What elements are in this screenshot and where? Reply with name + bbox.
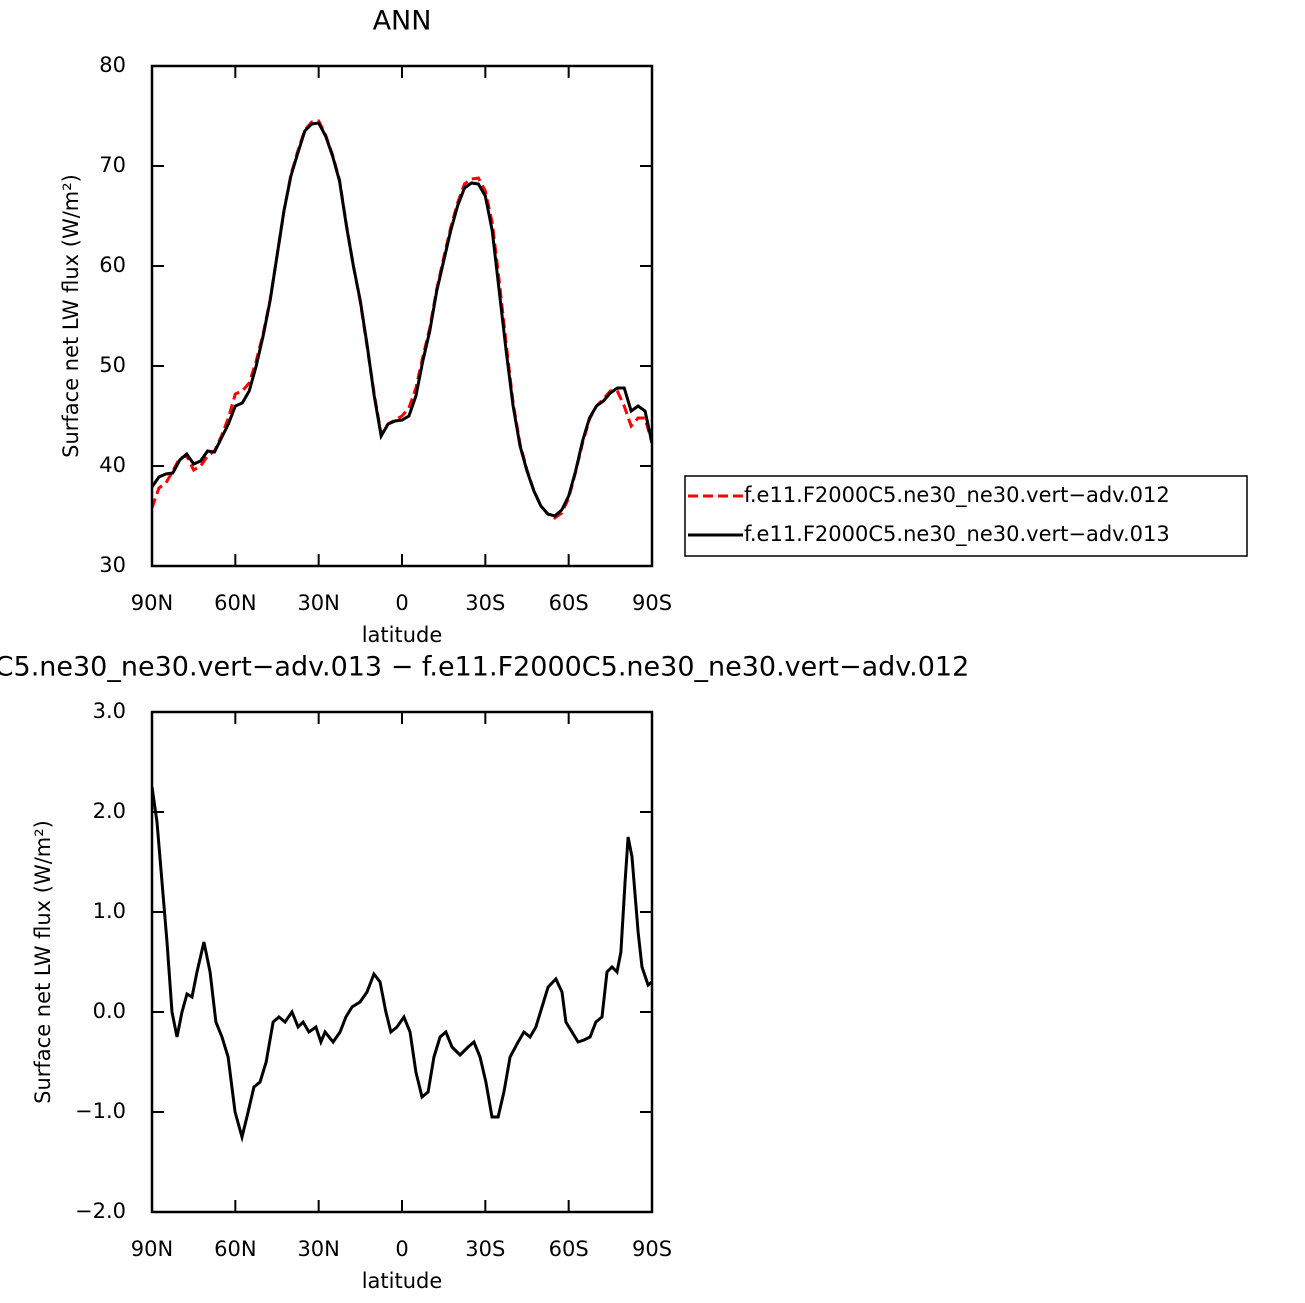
x-tick-label: 90N (131, 591, 173, 615)
y-tick-label: −2.0 (75, 1199, 126, 1223)
x-tick-label: 60S (549, 591, 589, 615)
x-tick-label: 30S (465, 591, 505, 615)
y-tick-label: 40 (99, 453, 126, 477)
x-tick-label: 30N (297, 1237, 339, 1261)
y-tick-label: 70 (99, 153, 126, 177)
chart-title: ANN (373, 6, 432, 37)
x-tick-label: 60N (214, 1237, 256, 1261)
legend-box (684, 475, 1248, 557)
x-axis-label: latitude (362, 1269, 443, 1293)
y-tick-label: 0.0 (93, 999, 126, 1023)
x-tick-label: 90N (131, 1237, 173, 1261)
y-axis-label: Surface net LW flux (W/m²) (59, 174, 83, 458)
y-tick-label: 80 (99, 53, 126, 77)
y-tick-label: −1.0 (75, 1099, 126, 1123)
plot-frame (150, 64, 654, 568)
y-tick-label: 1.0 (93, 899, 126, 923)
y-tick-label: 2.0 (93, 799, 126, 823)
x-tick-label: 30S (465, 1237, 505, 1261)
plot-frame (150, 710, 654, 1214)
y-tick-label: 50 (99, 353, 126, 377)
x-tick-label: 60S (549, 1237, 589, 1261)
x-tick-label: 90S (632, 591, 672, 615)
x-tick-label: 90S (632, 1237, 672, 1261)
legend-label: f.e11.F2000C5.ne30_ne30.vert−adv.013 (744, 522, 1170, 547)
x-tick-label: 30N (297, 591, 339, 615)
y-tick-label: 3.0 (93, 699, 126, 723)
x-axis-label: latitude (362, 623, 443, 647)
data-line (152, 121, 652, 518)
chart-title: f.e11.F2000C5.ne30_ne30.vert−adv.013 − f… (0, 652, 969, 683)
data-line (152, 786, 652, 1143)
x-tick-label: 60N (214, 591, 256, 615)
y-tick-label: 60 (99, 253, 126, 277)
y-tick-label: 30 (99, 553, 126, 577)
legend-label: f.e11.F2000C5.ne30_ne30.vert−adv.012 (744, 483, 1170, 508)
x-tick-label: 0 (395, 1237, 408, 1261)
x-tick-label: 0 (395, 591, 408, 615)
data-line (152, 119, 652, 520)
y-axis-label: Surface net LW flux (W/m²) (31, 820, 55, 1104)
